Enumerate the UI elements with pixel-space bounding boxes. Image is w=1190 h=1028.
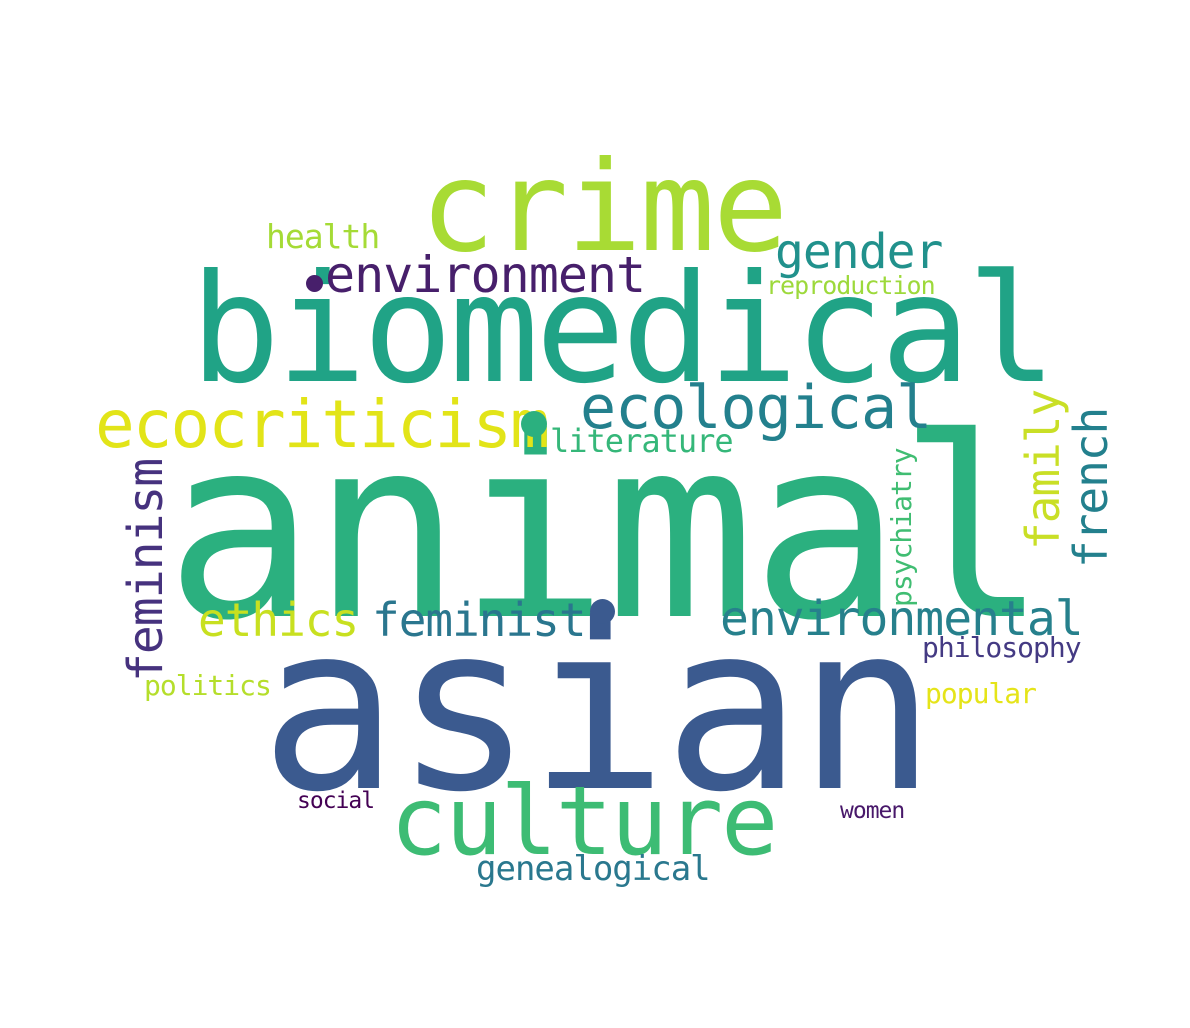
word-family: family (1016, 389, 1070, 550)
letter-dot (590, 599, 615, 624)
word-environmental: environmental (720, 591, 1084, 647)
word-psychiatry: psychiatry (885, 448, 918, 607)
word-feminism: feminism (118, 458, 174, 682)
word-ecocriticism: ecocriticism (95, 386, 550, 463)
word-popular: popular (925, 677, 1037, 710)
word-biomedical: biomedical (190, 243, 1057, 417)
word-environment: environment (325, 246, 646, 304)
word-genealogical: genealogical (476, 849, 711, 889)
word-women: women (840, 798, 905, 824)
word-reproduction: reproduction (766, 271, 936, 300)
word-feminist: feminist (372, 593, 587, 647)
word-french: french (1064, 407, 1118, 568)
word-culture: culture (390, 767, 778, 877)
letter-dot (521, 411, 547, 437)
word-social: social (297, 788, 375, 814)
word-crime: crime (420, 135, 788, 280)
word-gender: gender (775, 224, 943, 280)
word-politics: politics (144, 669, 272, 702)
word-health: health (266, 217, 380, 256)
word-ethics: ethics (198, 593, 359, 647)
letter-dot (306, 275, 323, 292)
word-literature: literature (550, 422, 734, 460)
word-philosophy: philosophy (922, 631, 1082, 664)
word-ecological: ecological (580, 373, 932, 443)
word-asian: asian (260, 576, 936, 843)
